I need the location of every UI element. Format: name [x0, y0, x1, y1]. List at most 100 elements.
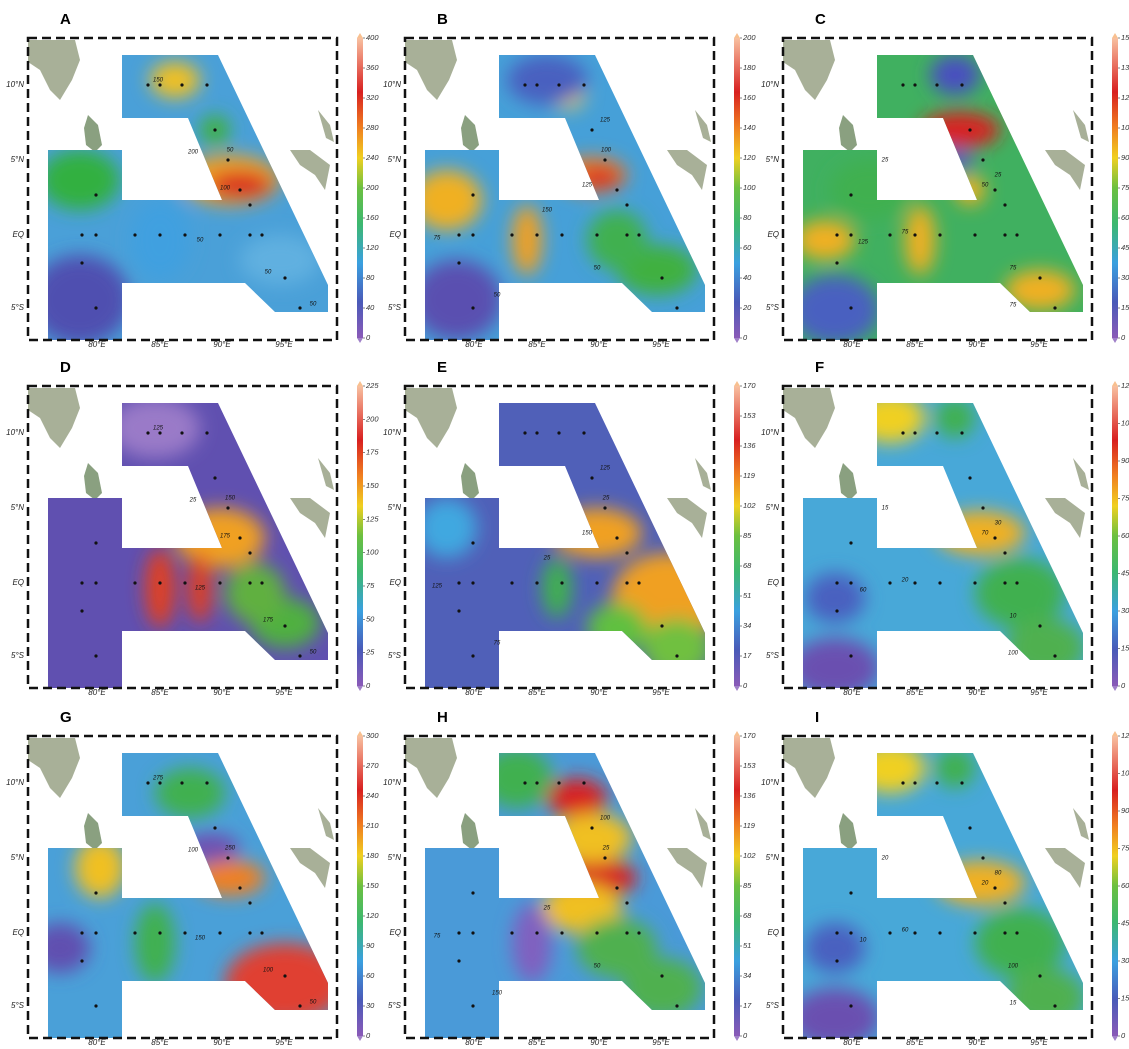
hotspot — [805, 923, 865, 973]
lon-label: 95°E — [652, 688, 670, 697]
lon-label: 85°E — [528, 1038, 546, 1047]
colorbar-tick-label: 225 — [365, 381, 379, 390]
lat-label: EQ — [389, 230, 401, 239]
lon-label: 85°E — [906, 1038, 924, 1047]
colorbar-tick-label: 120 — [743, 153, 756, 162]
station — [582, 781, 585, 784]
panel-label: B — [437, 11, 448, 28]
colorbar-tick-label: 17 — [743, 1001, 752, 1010]
contour-label: 60 — [860, 588, 867, 594]
station — [1038, 276, 1041, 279]
station — [675, 1004, 678, 1007]
colorbar-tick-label: 0 — [743, 333, 748, 342]
colorbar-tick-label: 34 — [743, 971, 751, 980]
station — [849, 306, 852, 309]
station — [968, 476, 971, 479]
colorbar-arrow — [734, 381, 740, 386]
station — [981, 506, 984, 509]
station — [960, 781, 963, 784]
station — [238, 188, 241, 191]
contour-label: 60 — [902, 928, 909, 934]
colorbar-tick-label: 60 — [1121, 881, 1129, 890]
contour-label: 125 — [582, 183, 593, 189]
colorbar-tick-label: 60 — [366, 971, 375, 980]
colorbar-tick-label: 150 — [1121, 33, 1129, 42]
station — [938, 581, 941, 584]
station — [835, 959, 838, 962]
lon-label: 95°E — [275, 1038, 293, 1047]
colorbar-arrow — [734, 33, 740, 38]
page: body { margin: 0; background: #fff; font… — [0, 0, 1129, 1049]
colorbar-tick-label: 320 — [366, 93, 379, 102]
contour-label: 20 — [881, 856, 889, 862]
station — [835, 609, 838, 612]
figure: A1502005010050505010°N5°NEQ5°S80°E85°E90… — [0, 0, 1129, 1049]
colorbar-arrow — [357, 381, 363, 386]
contour-label: 10 — [1010, 614, 1017, 620]
hotspot — [975, 908, 1065, 978]
colorbar-arrow — [734, 731, 740, 736]
station — [849, 931, 852, 934]
station — [457, 931, 460, 934]
station — [471, 654, 474, 657]
contour-label: 250 — [224, 846, 236, 852]
colorbar — [734, 736, 740, 1036]
station — [901, 431, 904, 434]
lat-label: EQ — [767, 578, 779, 587]
hotspot — [40, 150, 120, 210]
hotspot — [547, 778, 607, 818]
lon-label: 80°E — [88, 1038, 106, 1047]
contour-label: 20 — [901, 578, 909, 584]
contour-label: 25 — [602, 846, 610, 852]
colorbar-tick-label: 85 — [743, 531, 752, 540]
page-body: A1502005010050505010°N5°NEQ5°S80°E85°E90… — [0, 0, 1129, 1049]
panel-label: F — [815, 359, 824, 376]
hotspot — [512, 205, 542, 275]
lon-label: 80°E — [843, 340, 861, 349]
contour-label: 75 — [434, 934, 441, 940]
station — [80, 261, 83, 264]
colorbar-tick-label: 0 — [366, 333, 371, 342]
station — [471, 306, 474, 309]
colorbar-tick-label: 40 — [366, 303, 375, 312]
colorbar-tick-label: 119 — [743, 821, 756, 830]
colorbar-tick-label: 50 — [366, 614, 375, 623]
contour-label: 75 — [434, 236, 441, 242]
station — [283, 624, 286, 627]
station — [849, 891, 852, 894]
contour-label: 20 — [981, 881, 989, 887]
hotspot — [417, 498, 477, 558]
colorbar-tick-label: 200 — [365, 183, 379, 192]
lat-label: EQ — [389, 928, 401, 937]
station — [94, 931, 97, 934]
lat-label: 5°S — [766, 303, 780, 312]
lon-label: 95°E — [1030, 688, 1048, 697]
colorbar-tick-label: 68 — [743, 561, 752, 570]
station — [888, 931, 891, 934]
colorbar-tick-label: 102 — [743, 851, 756, 860]
station — [80, 581, 83, 584]
colorbar-tick-label: 0 — [1121, 333, 1126, 342]
contour-label: 50 — [227, 148, 234, 154]
station — [146, 781, 149, 784]
colorbar-tick-label: 80 — [366, 273, 375, 282]
station — [993, 536, 996, 539]
lat-label: EQ — [12, 230, 24, 239]
colorbar-tick-label: 300 — [366, 731, 379, 740]
station — [590, 826, 593, 829]
hotspot — [805, 573, 865, 623]
station — [913, 233, 916, 236]
station — [603, 506, 606, 509]
colorbar-arrow — [357, 33, 363, 38]
station — [213, 128, 216, 131]
station — [835, 931, 838, 934]
panel: F20100701030601510°N5°NEQ5°S80°E85°E90°E… — [761, 359, 1129, 698]
station — [457, 959, 460, 962]
station — [625, 203, 628, 206]
contour-label: 75 — [1010, 266, 1017, 272]
station — [248, 901, 251, 904]
panel: C12525757550752510°N5°NEQ5°S80°E85°E90°E… — [761, 11, 1129, 349]
station — [1003, 203, 1006, 206]
lon-label: 90°E — [590, 1038, 608, 1047]
station — [218, 931, 221, 934]
